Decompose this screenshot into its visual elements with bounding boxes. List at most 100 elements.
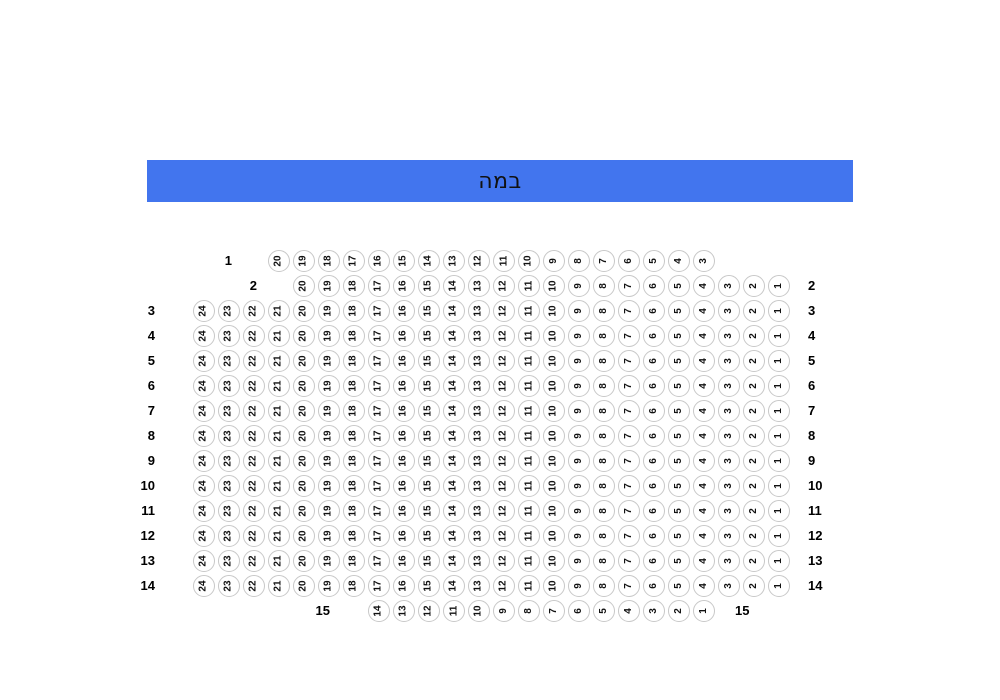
seat[interactable]: 15 [418,374,440,397]
seat[interactable]: 22 [243,299,265,322]
seat[interactable]: 23 [218,399,240,422]
seat[interactable]: 1 [768,424,790,447]
seat[interactable]: 17 [368,324,390,347]
seat[interactable]: 21 [268,549,290,572]
seat[interactable]: 24 [193,449,215,472]
seat[interactable]: 13 [468,274,490,297]
seat[interactable]: 21 [268,474,290,497]
seat[interactable]: 19 [318,449,340,472]
seat[interactable]: 22 [243,449,265,472]
seat[interactable]: 11 [518,349,540,372]
seat[interactable]: 12 [493,374,515,397]
seat[interactable]: 16 [393,374,415,397]
seat[interactable]: 4 [693,349,715,372]
seat[interactable]: 9 [568,474,590,497]
seat[interactable]: 4 [693,274,715,297]
seat[interactable]: 9 [568,399,590,422]
seat[interactable]: 22 [243,549,265,572]
seat[interactable]: 2 [743,449,765,472]
seat[interactable]: 10 [543,449,565,472]
seat[interactable]: 8 [593,499,615,522]
seat[interactable]: 11 [518,374,540,397]
seat[interactable]: 6 [643,449,665,472]
seat[interactable]: 2 [743,349,765,372]
seat[interactable]: 13 [468,549,490,572]
seat[interactable]: 4 [668,249,690,272]
seat[interactable]: 3 [718,274,740,297]
seat[interactable]: 15 [418,349,440,372]
seat[interactable]: 6 [643,474,665,497]
seat[interactable]: 22 [243,524,265,547]
seat[interactable]: 2 [668,599,690,622]
seat[interactable]: 9 [493,599,515,622]
seat[interactable]: 15 [418,574,440,597]
seat[interactable]: 16 [393,449,415,472]
seat[interactable]: 12 [493,424,515,447]
seat[interactable]: 2 [743,574,765,597]
seat[interactable]: 9 [568,424,590,447]
seat[interactable]: 5 [643,249,665,272]
seat[interactable]: 19 [318,574,340,597]
seat[interactable]: 5 [668,274,690,297]
seat[interactable]: 1 [768,549,790,572]
seat[interactable]: 13 [468,349,490,372]
seat[interactable]: 17 [343,249,365,272]
seat[interactable]: 15 [418,299,440,322]
seat[interactable]: 8 [593,449,615,472]
seat[interactable]: 8 [593,299,615,322]
seat[interactable]: 5 [668,449,690,472]
seat[interactable]: 5 [593,599,615,622]
seat[interactable]: 6 [643,324,665,347]
seat[interactable]: 8 [593,474,615,497]
seat[interactable]: 20 [293,499,315,522]
seat[interactable]: 15 [418,499,440,522]
seat[interactable]: 12 [493,324,515,347]
seat[interactable]: 2 [743,274,765,297]
seat[interactable]: 10 [543,324,565,347]
seat[interactable]: 19 [318,549,340,572]
seat[interactable]: 3 [718,299,740,322]
seat[interactable]: 17 [368,574,390,597]
seat[interactable]: 24 [193,549,215,572]
seat[interactable]: 3 [693,249,715,272]
seat[interactable]: 11 [518,274,540,297]
seat[interactable]: 2 [743,499,765,522]
seat[interactable]: 4 [693,299,715,322]
seat[interactable]: 6 [643,499,665,522]
seat[interactable]: 13 [468,424,490,447]
seat[interactable]: 11 [443,599,465,622]
seat[interactable]: 17 [368,549,390,572]
seat[interactable]: 17 [368,299,390,322]
seat[interactable]: 21 [268,524,290,547]
seat[interactable]: 9 [568,549,590,572]
seat[interactable]: 4 [693,374,715,397]
seat[interactable]: 20 [293,374,315,397]
seat[interactable]: 7 [593,249,615,272]
seat[interactable]: 3 [718,524,740,547]
seat[interactable]: 18 [343,549,365,572]
seat[interactable]: 23 [218,499,240,522]
seat[interactable]: 7 [618,274,640,297]
seat[interactable]: 20 [293,449,315,472]
seat[interactable]: 14 [418,249,440,272]
seat[interactable]: 9 [568,574,590,597]
seat[interactable]: 1 [768,449,790,472]
seat[interactable]: 24 [193,399,215,422]
seat[interactable]: 9 [568,449,590,472]
seat[interactable]: 21 [268,499,290,522]
seat[interactable]: 18 [343,299,365,322]
seat[interactable]: 9 [568,299,590,322]
seat[interactable]: 13 [468,474,490,497]
seat[interactable]: 13 [468,574,490,597]
seat[interactable]: 18 [343,524,365,547]
seat[interactable]: 20 [268,249,290,272]
seat[interactable]: 17 [368,474,390,497]
seat[interactable]: 24 [193,324,215,347]
seat[interactable]: 18 [343,349,365,372]
seat[interactable]: 6 [643,574,665,597]
seat[interactable]: 3 [718,374,740,397]
seat[interactable]: 22 [243,374,265,397]
seat[interactable]: 14 [443,424,465,447]
seat[interactable]: 14 [443,299,465,322]
seat[interactable]: 20 [293,324,315,347]
